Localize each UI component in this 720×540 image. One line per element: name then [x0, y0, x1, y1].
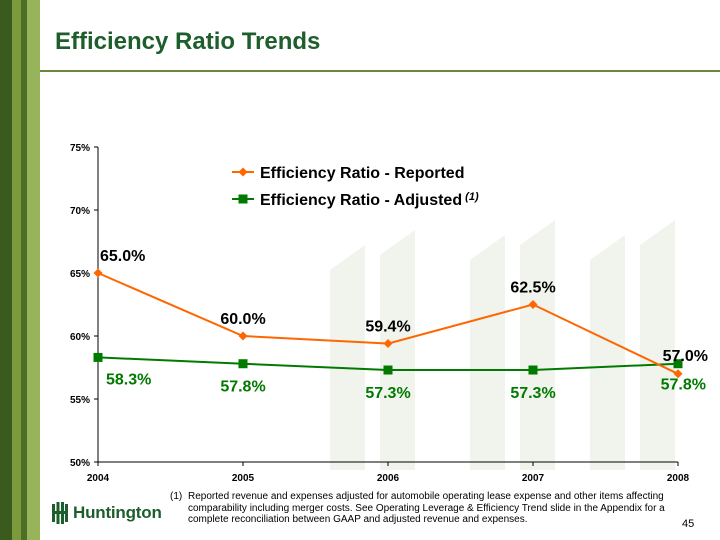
- legend-marker-square: [238, 194, 248, 204]
- data-label-adjusted: 58.3%: [106, 371, 151, 388]
- data-label-reported: 60.0%: [220, 311, 265, 328]
- data-label-reported: 59.4%: [365, 319, 410, 336]
- x-tick-label: 2008: [667, 473, 690, 484]
- footnote-marker: (1): [170, 491, 183, 502]
- y-tick-label: 55%: [70, 395, 90, 406]
- sidebar-decoration: [0, 0, 40, 540]
- y-tick-label: 65%: [70, 269, 90, 280]
- data-point-square: [528, 365, 538, 375]
- huntington-logo: Huntington: [52, 502, 162, 524]
- series-adjusted: [93, 352, 683, 375]
- data-point-diamond: [528, 300, 538, 309]
- logo-wordmark: Huntington: [73, 503, 162, 522]
- x-tick-label: 2005: [232, 473, 255, 484]
- data-label-adjusted: 57.3%: [365, 385, 410, 402]
- x-tick-label: 2006: [377, 473, 400, 484]
- legend-label: Efficiency Ratio - Adjusted (1): [260, 191, 479, 209]
- legend-label: Efficiency Ratio - Reported: [260, 165, 464, 182]
- page-number: 45: [682, 518, 695, 530]
- data-point-square: [238, 359, 248, 369]
- x-tick-label: 2007: [522, 473, 545, 484]
- legend-footnote-marker: (1): [462, 191, 479, 203]
- data-point-diamond: [238, 331, 248, 341]
- logo-mark-icon: [52, 502, 68, 524]
- data-label-adjusted: 57.8%: [661, 377, 706, 394]
- footnote-text: Reported revenue and expenses adjusted f…: [188, 491, 665, 525]
- data-label-adjusted: 57.3%: [510, 385, 555, 402]
- data-point-diamond: [383, 339, 393, 349]
- data-point-square: [383, 365, 393, 375]
- y-tick-label: 75%: [70, 143, 90, 154]
- series-reported: [93, 268, 683, 379]
- data-point-square: [93, 352, 103, 362]
- watermark-graphic: [330, 220, 675, 470]
- title-divider: [40, 70, 720, 72]
- data-label-adjusted: 57.8%: [220, 379, 265, 396]
- x-tick-label: 2004: [87, 473, 110, 484]
- data-label-reported: 57.0%: [663, 348, 708, 365]
- footnote: (1) Reported revenue and expenses adjust…: [170, 491, 672, 526]
- page-title: Efficiency Ratio Trends: [55, 28, 321, 55]
- chart-legend: Efficiency Ratio - Reported Efficiency Ra…: [232, 165, 479, 209]
- y-tick-label: 70%: [70, 206, 90, 217]
- data-label-reported: 62.5%: [510, 280, 555, 297]
- legend-marker-diamond: [238, 167, 248, 177]
- data-point-diamond: [93, 268, 103, 278]
- data-point-diamond: [673, 369, 683, 379]
- y-tick-label: 50%: [70, 458, 90, 469]
- chart-series: 65.0% 60.0% 59.4% 62.5% 57.0% 58.3% 57.8% 57.3%…: [93, 248, 708, 402]
- data-point-square: [673, 359, 683, 369]
- y-tick-label: 60%: [70, 332, 90, 343]
- chart-axes: 50% 55% 60% 65% 70% 75% 2004 2005 2006 2007 2008: [70, 143, 690, 484]
- data-label-reported: 65.0%: [100, 248, 145, 265]
